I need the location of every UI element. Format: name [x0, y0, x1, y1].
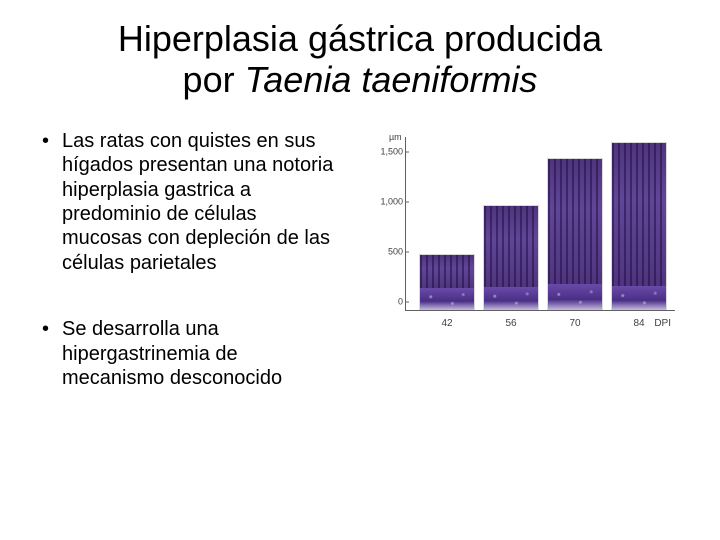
submucosa-layer — [484, 287, 538, 310]
bullet-item: Las ratas con quistes en sus hígados pre… — [40, 129, 340, 275]
mucosa-layer — [548, 159, 602, 285]
bullet-item: Se desarrolla una hipergastrinemia de me… — [40, 317, 340, 390]
y-tick-label: 1,000 — [365, 197, 403, 206]
mucosa-layer — [612, 143, 666, 287]
villi-texture — [612, 143, 666, 287]
mucosa-layer — [420, 255, 474, 289]
villi-texture — [420, 255, 474, 289]
slide: Hiperplasia gástrica producida por Taeni… — [0, 0, 720, 540]
submucosa-layer — [420, 288, 474, 310]
y-tick-label: 500 — [365, 247, 403, 256]
y-tick-label: 1,500 — [365, 147, 403, 156]
submucosa-layer — [612, 286, 666, 310]
y-tick-label: 0 — [365, 297, 403, 306]
tissue-panel — [419, 254, 475, 310]
slide-title: Hiperplasia gástrica producida por Taeni… — [40, 18, 680, 101]
figure-column: µm DPI 0 500 1,000 1,500 42 56 70 84 — [360, 129, 680, 433]
text-column: Las ratas con quistes en sus hígados pre… — [40, 129, 340, 433]
x-axis-title: DPI — [654, 318, 671, 329]
tissue-panel — [483, 205, 539, 310]
submucosa-layer — [548, 284, 602, 310]
title-line-2-italic: Taenia taeniformis — [245, 59, 538, 100]
title-line-2-plain: por — [183, 59, 245, 100]
x-tick-label: 70 — [569, 318, 580, 329]
y-axis-unit: µm — [389, 133, 402, 142]
title-line-1: Hiperplasia gástrica producida — [118, 18, 602, 59]
tissue-panel — [611, 142, 667, 310]
x-axis — [405, 310, 675, 311]
villi-texture — [484, 206, 538, 288]
body: Las ratas con quistes en sus hígados pre… — [40, 129, 680, 433]
mucosa-layer — [484, 206, 538, 288]
x-tick-label: 42 — [441, 318, 452, 329]
tissue-panel — [547, 158, 603, 310]
x-tick-label: 84 — [633, 318, 644, 329]
histology-figure: µm DPI 0 500 1,000 1,500 42 56 70 84 — [365, 133, 675, 333]
y-axis — [405, 137, 406, 311]
villi-texture — [548, 159, 602, 285]
x-tick-label: 56 — [505, 318, 516, 329]
bullet-list: Las ratas con quistes en sus hígados pre… — [40, 129, 340, 391]
